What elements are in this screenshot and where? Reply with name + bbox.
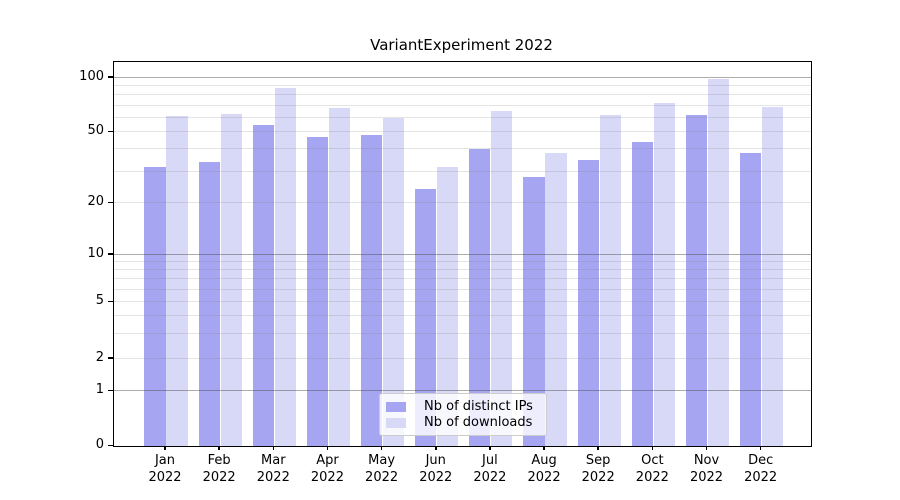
xtick-label-jul: Jul 2022 [473,453,507,485]
xtick-label-may: May 2022 [365,453,399,485]
gridline-y-20 [114,202,811,204]
gridline-y-100 [114,76,811,78]
bar-downloads-jun [437,166,459,446]
xtick-label-apr: Apr 2022 [310,453,344,485]
gridline-y-80 [114,94,811,96]
bar-downloads-dec [762,106,784,446]
gridline-y-1 [114,390,811,392]
ytick-mark-10 [108,253,113,255]
bar-distinct-ips-jun [415,188,437,446]
bar-distinct-ips-jan [144,166,166,446]
xtick-label-jun: Jun 2022 [419,453,453,485]
xtick-mark-mar [272,446,275,450]
xtick-mark-nov [705,446,708,450]
ytick-mark-0 [108,444,113,446]
ytick-label-1: 1 [95,382,104,397]
bar-distinct-ips-nov [685,115,708,446]
legend-label-distinct-ips: Nb of distinct IPs [424,399,533,414]
legend-swatch-downloads [386,418,406,428]
bar-distinct-ips-mar [252,124,274,446]
gridline-y-4 [114,314,811,316]
gridline-y-50 [114,131,811,133]
ytick-mark-1 [108,389,113,391]
gridline-y-6 [114,288,811,290]
bar-distinct-ips-oct [631,141,653,446]
bar-distinct-ips-apr [306,136,329,446]
bar-downloads-feb [220,113,242,446]
xtick-label-aug: Aug 2022 [527,453,561,485]
xtick-mark-sep [597,446,599,450]
gridline-y-3 [114,332,811,334]
bar-distinct-ips-feb [198,161,220,446]
bar-distinct-ips-dec [740,153,762,446]
bar-downloads-apr [328,107,351,446]
bar-distinct-ips-jul [469,149,491,446]
xtick-mark-aug [543,446,545,450]
chart-title: VariantExperiment 2022 [370,36,553,54]
bar-downloads-jan [166,116,188,446]
bar-downloads-may [383,117,405,446]
ytick-mark-50 [108,130,113,132]
ytick-label-20: 20 [87,194,104,209]
bar-distinct-ips-may [361,135,383,446]
xtick-mark-dec [759,446,762,450]
xtick-label-jan: Jan 2022 [148,453,182,485]
xtick-mark-feb [218,446,220,450]
xtick-label-sep: Sep 2022 [581,453,615,485]
gridline-y-40 [114,148,811,150]
gridline-y-70 [114,104,811,106]
ytick-label-2: 2 [95,349,104,365]
gridline-y-9 [114,261,811,263]
ytick-label-100: 100 [79,68,104,84]
xtick-mark-jan [164,446,166,450]
gridline-y-10 [114,254,811,255]
gridline-y-90 [114,84,811,86]
xtick-label-feb: Feb 2022 [202,453,236,485]
ytick-mark-20 [108,201,113,203]
bar-downloads-oct [653,103,675,446]
bar-downloads-jul [491,111,513,446]
gridline-y-8 [114,269,811,271]
xtick-mark-apr [326,446,329,450]
xtick-mark-jun [435,446,437,450]
xtick-label-mar: Mar 2022 [256,453,290,485]
xtick-mark-may [380,446,383,450]
ytick-mark-5 [108,300,113,302]
ytick-label-5: 5 [95,293,104,308]
gridline-y-2 [114,358,811,359]
gridline-y-30 [114,170,811,172]
legend-label-downloads: Nb of downloads [424,415,533,430]
ytick-label-50: 50 [87,123,104,138]
ytick-mark-2 [108,357,113,359]
gridline-y-7 [114,278,811,280]
ytick-label-10: 10 [87,245,104,261]
legend-swatch-distinct-ips [386,402,406,412]
gridline-y-5 [114,301,811,302]
bar-downloads-aug [545,153,567,446]
xtick-label-oct: Oct 2022 [635,453,669,485]
bar-distinct-ips-aug [523,176,545,446]
bar-downloads-sep [599,115,621,446]
ytick-mark-100 [108,76,113,78]
ytick-label-0: 0 [95,437,104,452]
legend: Nb of distinct IPs Nb of downloads [379,393,547,436]
xtick-mark-jul [489,446,491,450]
plot-area [113,61,812,447]
legend-row-downloads: Nb of downloads [386,415,538,431]
bar-downloads-nov [707,79,730,446]
xtick-mark-oct [651,446,654,450]
xtick-label-nov: Nov 2022 [689,453,724,485]
legend-row-distinct-ips: Nb of distinct IPs [386,399,538,415]
xtick-label-dec: Dec 2022 [744,453,778,485]
bar-distinct-ips-sep [577,159,599,446]
gridline-y-60 [114,116,811,118]
bar-downloads-mar [274,87,296,446]
